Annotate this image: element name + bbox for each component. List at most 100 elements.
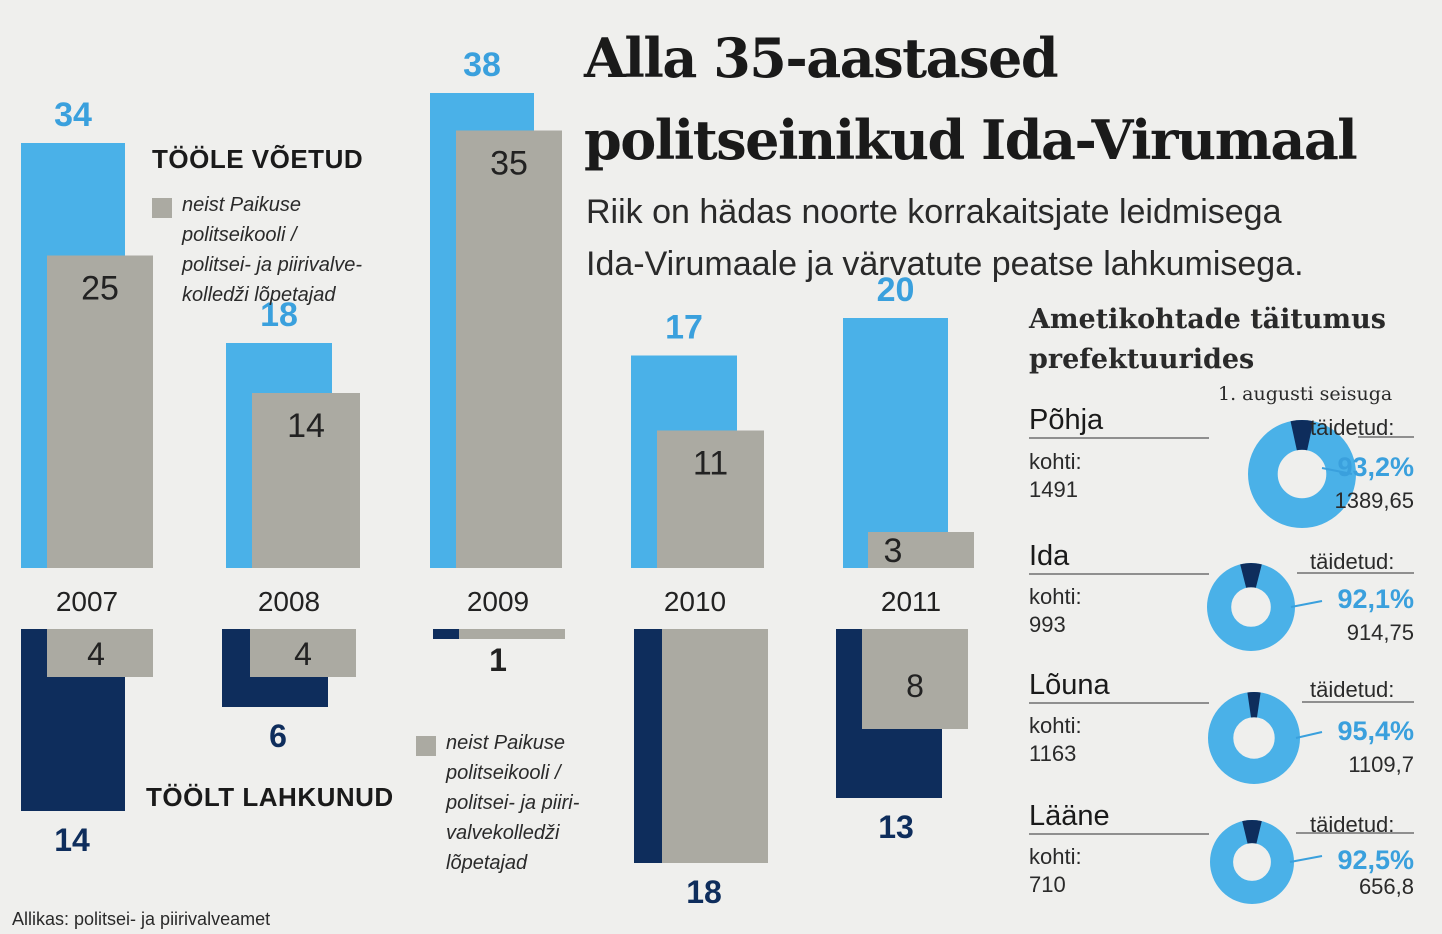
region-name: Lõuna: [1029, 669, 1110, 701]
region-divider: [1029, 702, 1209, 704]
prefectures-as-of: 1. augusti seisuga: [1218, 383, 1393, 405]
prefectures-title: Ametikohtade täitumus prefektuurides: [1029, 300, 1386, 380]
hired-graduates-bar: [456, 130, 562, 568]
legend-graduates-swatch-2: [416, 736, 436, 756]
donut-unfilled-wedge: [1290, 420, 1314, 451]
filled-percent: 93,2%: [1337, 452, 1414, 482]
legend-left-heading: TÖÖLT LAHKUNUD: [146, 782, 394, 812]
title-line-1: Alla 35-aastased: [584, 26, 1059, 90]
hired-graduates-bar: [868, 532, 974, 568]
donut-leader-line: [1295, 731, 1323, 739]
source-note: Allikas: politsei- ja piirivalveamet: [12, 909, 271, 929]
hired-graduates-value-label: 35: [490, 145, 528, 183]
left-value-label: 6: [269, 718, 287, 754]
filled-amount: 914,75: [1346, 620, 1414, 645]
left-graduates-bar: [250, 629, 356, 677]
legend-left-note-line: politsei- ja piiri-: [446, 792, 580, 814]
region-name: Lääne: [1029, 800, 1110, 832]
legend-hired-note-line: neist Paikuse: [182, 194, 301, 216]
legend-left-note: neist Paikuse politseikooli / politsei- …: [446, 728, 579, 878]
left-graduates-value-label: 8: [906, 668, 924, 704]
left-graduates-value-label: 4: [87, 636, 105, 672]
subtitle-line-2: Ida-Virumaale ja värvatute peatse lahkum…: [586, 245, 1304, 283]
filled-amount: 1109,7: [1348, 752, 1414, 777]
left-graduates-bar: [459, 629, 565, 639]
hired-graduates-value-label: 3: [884, 532, 903, 570]
hired-bar: [843, 318, 948, 568]
legend-left-note-line: lõpetajad: [446, 852, 528, 874]
title-line-2: politseinikud Ida-Virumaal: [584, 108, 1358, 172]
year-tick-label: 2010: [664, 586, 726, 617]
legend-hired-note-line: kolledži lõpetajad: [182, 284, 336, 306]
year-tick-label: 2011: [881, 586, 941, 617]
filled-label: täidetud:: [1310, 415, 1395, 440]
donut-unfilled-wedge: [1242, 820, 1262, 844]
hired-graduates-value-label: 25: [81, 270, 119, 308]
region-name: Ida: [1029, 540, 1070, 572]
legend-hired-note-line: politsei- ja piirivalve-: [182, 254, 363, 276]
region-places-block: kohti: 1163: [1029, 712, 1082, 768]
year-tick-label: 2009: [467, 586, 529, 617]
region-name: Põhja: [1029, 404, 1104, 436]
filled-label: täidetud:: [1310, 812, 1395, 837]
hired-value-label: 34: [54, 96, 92, 134]
filled-percent: 92,5%: [1337, 845, 1414, 875]
left-graduates-value-label: 4: [294, 636, 312, 672]
donut-leader-line: [1321, 467, 1353, 475]
left-graduates-bar: [47, 629, 153, 677]
legend-left-note-line: valvekolledži: [446, 822, 560, 844]
places-value: 1163: [1029, 741, 1077, 766]
year-tick-label: 2008: [258, 586, 320, 617]
region-places-block: kohti: 710: [1029, 843, 1082, 899]
legend-left-note-line: politseikooli /: [446, 762, 561, 784]
donut-leader-line: [1289, 855, 1323, 863]
places-label: kohti:: [1029, 844, 1082, 869]
hired-value-label: 38: [463, 46, 501, 84]
filled-percent: 92,1%: [1337, 584, 1414, 614]
left-value-label: 13: [878, 809, 914, 845]
legend-hired-note: neist Paikuse politseikooli / politsei- …: [182, 190, 362, 310]
places-value: 710: [1029, 872, 1066, 897]
donut-unfilled-wedge: [1247, 692, 1261, 718]
region-divider: [1029, 833, 1209, 835]
donut-leader-line: [1290, 600, 1323, 608]
left-bar: [634, 629, 662, 863]
left-graduates-bar: [662, 629, 768, 863]
hired-value-label: 20: [877, 271, 915, 309]
region-divider: [1029, 573, 1209, 575]
filled-label: täidetud:: [1310, 549, 1395, 574]
left-bar: [433, 629, 459, 639]
legend-left-note-line: neist Paikuse: [446, 732, 565, 754]
hired-graduates-value-label: 11: [693, 445, 728, 483]
subtitle-line-1: Riik on hädas noorte korrakaitsjate leid…: [586, 193, 1282, 231]
left-value-label: 14: [54, 822, 90, 858]
legend-hired-note-line: politseikooli /: [182, 224, 297, 246]
region-places-block: kohti: 993: [1029, 583, 1082, 639]
hired-graduates-bar: [47, 255, 153, 568]
places-value: 1491: [1029, 477, 1078, 502]
prefectures-title-line-2: prefektuurides: [1029, 344, 1255, 375]
region-places-block: kohti: 1491: [1029, 448, 1082, 504]
hired-value-label: 17: [665, 309, 703, 347]
places-value: 993: [1029, 612, 1066, 637]
region-divider: [1029, 437, 1209, 439]
filled-amount: 656,8: [1358, 874, 1414, 899]
filled-amount: 1389,65: [1334, 488, 1414, 513]
hired-graduates-bar: [657, 430, 764, 568]
hired-graduates-bar: [252, 393, 360, 568]
filled-label: täidetud:: [1310, 677, 1395, 702]
left-graduates-bar: [862, 629, 968, 729]
year-tick-label: 2007: [56, 586, 118, 617]
donut-unfilled-wedge: [1240, 563, 1262, 588]
prefectures-title-line-1: Ametikohtade täitumus: [1029, 304, 1386, 335]
legend-hired-heading: TÖÖLE VÕETUD: [152, 144, 364, 174]
left-value-label: 18: [686, 874, 722, 910]
hired-value-label: 18: [260, 296, 298, 334]
left-value-label: 1: [489, 642, 507, 678]
hired-graduates-value-label: 14: [287, 407, 325, 445]
places-label: kohti:: [1029, 449, 1082, 474]
places-label: kohti:: [1029, 713, 1082, 738]
legend-graduates-swatch: [152, 198, 172, 218]
